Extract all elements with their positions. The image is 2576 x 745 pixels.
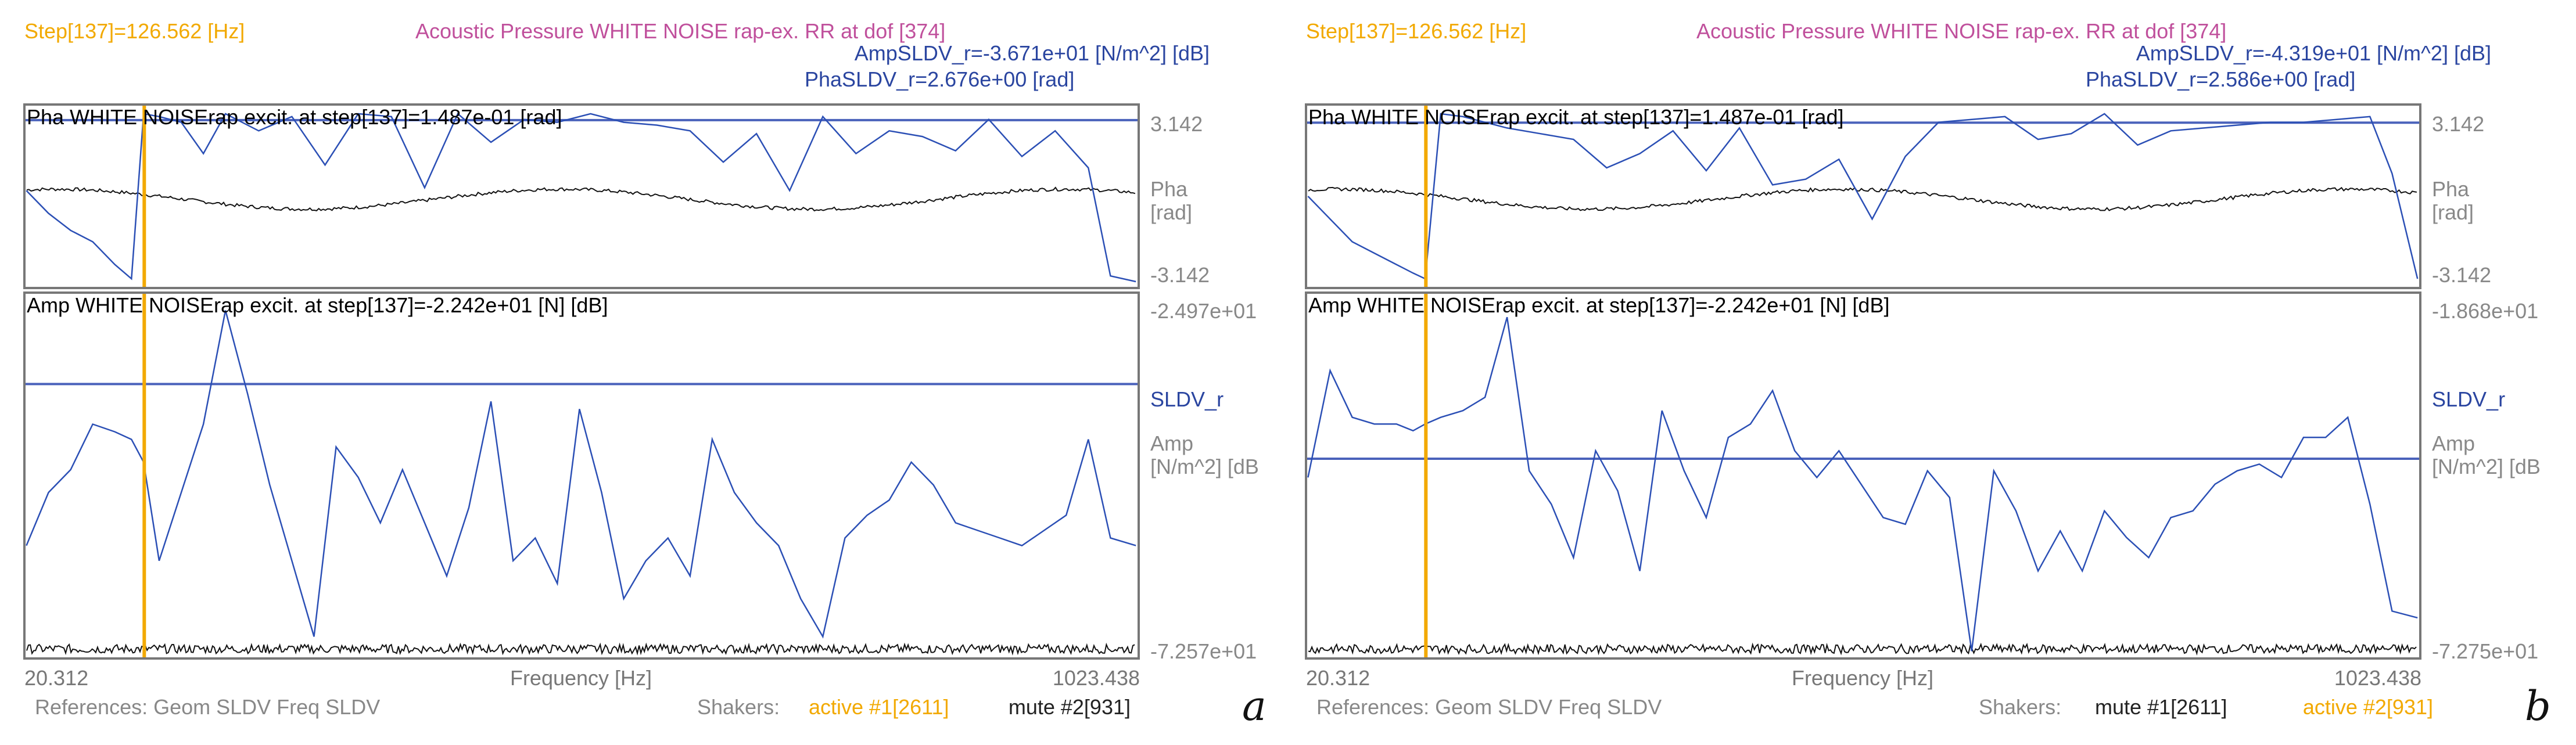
x-min-label: 20.312 — [1306, 666, 1370, 690]
frequency-cursor[interactable] — [1424, 106, 1428, 287]
phase-axis-label: Pha — [2432, 177, 2470, 201]
phase-trace — [26, 112, 1136, 283]
x-min-label: 20.312 — [24, 666, 88, 690]
panel-b: Step[137]=126.562 [Hz] Acoustic Pressure… — [1305, 19, 2551, 730]
phase-noise-trace — [26, 186, 1136, 212]
phase-axis-label: Pha — [1150, 177, 1188, 201]
amplitude-noise-trace — [1308, 642, 2417, 656]
amplitude-ymax-label: -2.497e+01 — [1150, 299, 1257, 323]
phase-axis-unit: [rad] — [1150, 200, 1192, 224]
amplitude-axis-unit: [N/m^2] [dB — [1150, 455, 1259, 478]
step-label: Step[137]=126.562 [Hz] — [1306, 19, 1526, 43]
amplitude-axis-label: Amp — [1150, 431, 1193, 455]
amplitude-trace — [26, 310, 1136, 639]
panel-a: Step[137]=126.562 [Hz] Acoustic Pressure… — [23, 19, 1267, 730]
x-max-label: 1023.438 — [2334, 666, 2421, 690]
amplitude-noise-group — [1308, 642, 2417, 656]
shaker-1-status[interactable]: active #1[2611] — [809, 695, 949, 719]
amplitude-plot-header: Amp WHITE NOISErap excit. at step[137]=-… — [27, 293, 608, 317]
shakers-label: Shakers: — [1979, 695, 2061, 719]
amp-readout: AmpSLDV_r=-3.671e+01 [N/m^2] [dB] — [855, 41, 1210, 65]
phase-axis-unit: [rad] — [2432, 200, 2474, 224]
phase-noise-group — [26, 186, 1136, 212]
phase-ymax-label: 3.142 — [2432, 112, 2484, 136]
panel-letter: b — [2525, 682, 2551, 730]
amplitude-plot-header: Amp WHITE NOISErap excit. at step[137]=-… — [1308, 293, 1889, 317]
shaker-2-status[interactable]: active #2[931] — [2303, 695, 2433, 719]
amplitude-plot-frame — [1305, 291, 2421, 660]
frequency-cursor[interactable] — [142, 106, 146, 287]
amplitude-plot: Amp WHITE NOISErap excit. at step[137]=-… — [23, 291, 1259, 663]
x-axis-label: Frequency [Hz] — [1792, 666, 1933, 690]
phase-noise-group — [1308, 186, 2417, 211]
panel-letter: a — [1242, 682, 1267, 730]
shaker-2-status[interactable]: mute #2[931] — [1009, 695, 1131, 719]
phase-noise-trace — [1308, 186, 2417, 211]
amplitude-axis-unit: [N/m^2] [dB — [2432, 455, 2541, 478]
amplitude-ymin-label: -7.275e+01 — [2432, 639, 2538, 663]
phase-ymin-label: -3.142 — [2432, 263, 2491, 287]
series-label-sldv-r: SLDV_r — [2432, 387, 2505, 411]
phase-plot: Pha WHITE NOISErap excit. at step[137]=1… — [1305, 103, 2491, 289]
shaker-1-status[interactable]: mute #1[2611] — [2095, 695, 2227, 719]
phase-ymin-label: -3.142 — [1150, 263, 1210, 287]
references-label: References: Geom SLDV Freq SLDV — [35, 695, 380, 719]
pha-readout: PhaSLDV_r=2.676e+00 [rad] — [805, 67, 1074, 91]
phase-plot-frame — [1305, 103, 2421, 289]
phase-plot-header: Pha WHITE NOISErap excit. at step[137]=1… — [27, 105, 562, 129]
phase-plot-header: Pha WHITE NOISErap excit. at step[137]=1… — [1308, 105, 1843, 129]
amp-readout: AmpSLDV_r=-4.319e+01 [N/m^2] [dB] — [2136, 41, 2491, 65]
amplitude-plot-frame — [23, 291, 1140, 660]
frequency-cursor[interactable] — [142, 294, 146, 657]
amplitude-plot: Amp WHITE NOISErap excit. at step[137]=-… — [1305, 291, 2541, 663]
x-axis-label: Frequency [Hz] — [510, 666, 652, 690]
amplitude-ymin-label: -7.257e+01 — [1150, 639, 1257, 663]
amplitude-axis-label: Amp — [2432, 431, 2475, 455]
amplitude-trace — [1307, 316, 2418, 652]
x-max-label: 1023.438 — [1053, 666, 1140, 690]
phase-ymax-label: 3.142 — [1150, 112, 1203, 136]
amplitude-noise-trace — [26, 642, 1135, 656]
series-label-sldv-r: SLDV_r — [1150, 387, 1224, 411]
window-title: Acoustic Pressure WHITE NOISE rap-ex. RR… — [415, 19, 945, 43]
shakers-label: Shakers: — [697, 695, 780, 719]
phase-plot: Pha WHITE NOISErap excit. at step[137]=1… — [23, 103, 1210, 289]
window-title: Acoustic Pressure WHITE NOISE rap-ex. RR… — [1696, 19, 2226, 43]
step-label: Step[137]=126.562 [Hz] — [24, 19, 245, 43]
frequency-cursor[interactable] — [1424, 294, 1428, 657]
amplitude-ymax-label: -1.868e+01 — [2432, 299, 2538, 323]
pha-readout: PhaSLDV_r=2.586e+00 [rad] — [2086, 67, 2355, 91]
amplitude-noise-group — [26, 642, 1135, 656]
references-label: References: Geom SLDV Freq SLDV — [1316, 695, 1662, 719]
phase-plot-frame — [23, 103, 1140, 289]
phase-trace — [1307, 113, 2419, 280]
